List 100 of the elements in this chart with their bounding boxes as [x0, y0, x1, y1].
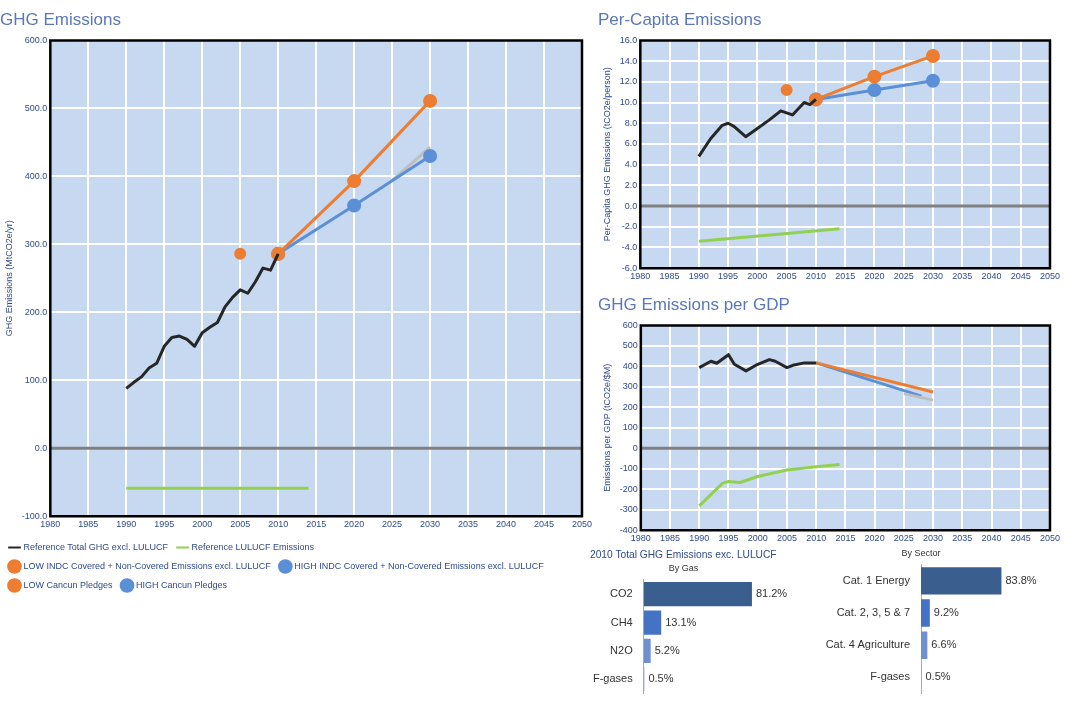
chart-title: GHG Emissions [0, 9, 121, 29]
x-tick-label: 2035 [458, 519, 479, 530]
legend-label: HIGH Cancun Pledges [136, 579, 228, 590]
y-tick-label: N2O [610, 643, 634, 656]
chart-title: Per-Capita Emissions [598, 9, 762, 29]
x-tick-label: 1985 [78, 519, 99, 530]
legend-label: HIGH INDC Covered + Non-Covered Emissions excl. LULUCF [294, 560, 545, 571]
y-tick-label: 400 [622, 360, 638, 371]
x-tick-label: 2030 [922, 271, 943, 282]
x-tick-label: 2030 [420, 519, 441, 530]
x-tick-label: 2005 [230, 519, 251, 530]
x-tick-label: 2000 [192, 519, 213, 530]
x-tick-label: 2015 [306, 519, 327, 530]
y-tick-label: 300 [622, 381, 638, 392]
x-tick-label: 2035 [952, 271, 973, 282]
x-tick-label: 2010 [806, 533, 827, 544]
chart-title: GHG Emissions per GDP [598, 294, 790, 314]
x-tick-label: 1995 [718, 533, 739, 544]
x-tick-label: 2045 [1010, 533, 1031, 544]
data-label: 0.5% [648, 672, 674, 685]
y-tick-label: 500 [622, 340, 638, 351]
y-tick-label: 8.0 [624, 117, 638, 128]
y-axis-title: GHG Emissions (MtCO2e/yr) [3, 220, 14, 337]
y-tick-label: 100 [622, 422, 638, 433]
y-tick-label: -400 [619, 524, 638, 535]
x-tick-label: 1990 [689, 533, 710, 544]
y-tick-label: 0.0 [34, 442, 48, 453]
data-label: 0.5% [925, 670, 951, 683]
y-tick-label: 0 [632, 442, 638, 453]
x-tick-label: 1985 [660, 533, 681, 544]
y-tick-label: CH4 [610, 615, 633, 628]
y-tick-label: 600.0 [24, 34, 48, 45]
y-tick-label: -4.0 [621, 241, 638, 252]
y-tick-label: -300 [619, 504, 638, 515]
y-tick-label: 10.0 [619, 97, 638, 108]
x-tick-label: 2040 [981, 533, 1002, 544]
x-tick-label: 2030 [923, 533, 944, 544]
x-tick-label: 1980 [630, 533, 651, 544]
x-tick-label: 2020 [864, 271, 885, 282]
y-tick-label: 500.0 [24, 102, 48, 113]
y-tick-label: 600 [622, 319, 638, 330]
y-tick-label: 4.0 [624, 159, 638, 170]
y-tick-label: -100 [619, 463, 638, 474]
legend-label: Reference LULUCF Emissions [191, 541, 315, 552]
y-tick-label: 6.0 [624, 138, 638, 149]
x-tick-label: 2025 [893, 271, 914, 282]
y-tick-label: 0.0 [624, 200, 638, 211]
y-tick-label: -6.0 [621, 262, 638, 273]
data-label: 5.2% [654, 643, 680, 656]
x-tick-label: 2005 [776, 533, 797, 544]
x-tick-label: 1990 [688, 271, 709, 282]
data-label: 9.2% [933, 606, 960, 619]
x-tick-label: 1985 [659, 271, 680, 282]
x-tick-label: 2015 [835, 533, 856, 544]
y-tick-label: 400.0 [24, 170, 48, 181]
x-tick-label: 2040 [496, 519, 517, 530]
x-tick-label: 2050 [571, 519, 592, 530]
x-tick-label: 2000 [747, 271, 768, 282]
y-tick-label: Cat. 2, 3, 5 & 7 [836, 606, 910, 619]
y-axis-title: Per-Capita GHG Emissions (tCO2e/person) [601, 67, 612, 242]
x-tick-label: 2040 [981, 271, 1002, 282]
x-tick-label: 2025 [893, 533, 914, 544]
data-label: 81.2% [755, 587, 788, 600]
y-tick-label: 14.0 [619, 55, 638, 66]
x-tick-label: 1980 [40, 519, 61, 530]
y-tick-label: -100.0 [21, 510, 48, 521]
x-tick-label: 2000 [747, 533, 768, 544]
x-tick-label: 2025 [382, 519, 403, 530]
chart-title: 2010 Total GHG Emissions exc. LULUCF [590, 547, 778, 560]
x-tick-label: 2045 [1010, 271, 1031, 282]
x-tick-label: 2020 [344, 519, 365, 530]
chart-subtitle: By Sector [901, 547, 941, 558]
x-tick-label: 2010 [268, 519, 289, 530]
data-label: 13.1% [665, 615, 697, 628]
y-tick-label: Cat. 1 Energy [842, 573, 911, 586]
y-tick-label: 200.0 [24, 306, 48, 317]
y-tick-label: F-gases [592, 672, 634, 685]
y-tick-label: 12.0 [619, 76, 638, 87]
y-tick-label: 2.0 [624, 179, 638, 190]
x-tick-label: 2050 [1039, 533, 1060, 544]
y-tick-label: 16.0 [619, 34, 638, 45]
x-tick-label: 2015 [835, 271, 856, 282]
x-tick-label: 2050 [1039, 271, 1060, 282]
y-tick-label: Cat. 4 Agriculture [825, 638, 910, 651]
x-tick-label: 1995 [718, 271, 739, 282]
y-tick-label: -2.0 [621, 221, 638, 232]
x-tick-label: 1990 [116, 519, 137, 530]
y-tick-label: -200 [619, 483, 638, 494]
legend-label: LOW INDC Covered + Non-Covered Emissions excl. LULUCF [23, 560, 272, 571]
data-label: 83.8% [1005, 573, 1037, 586]
x-tick-label: 2045 [534, 519, 555, 530]
chart-subtitle: By Gas [668, 563, 699, 574]
y-tick-label: CO2 [610, 587, 633, 600]
legend-label: Reference Total GHG excl. LULUCF [23, 541, 169, 552]
x-tick-label: 2005 [776, 271, 797, 282]
x-tick-label: 1980 [630, 271, 651, 282]
y-tick-label: F-gases [870, 670, 911, 683]
x-tick-label: 2020 [864, 533, 885, 544]
x-tick-label: 2035 [952, 533, 973, 544]
x-tick-label: 1995 [154, 519, 175, 530]
